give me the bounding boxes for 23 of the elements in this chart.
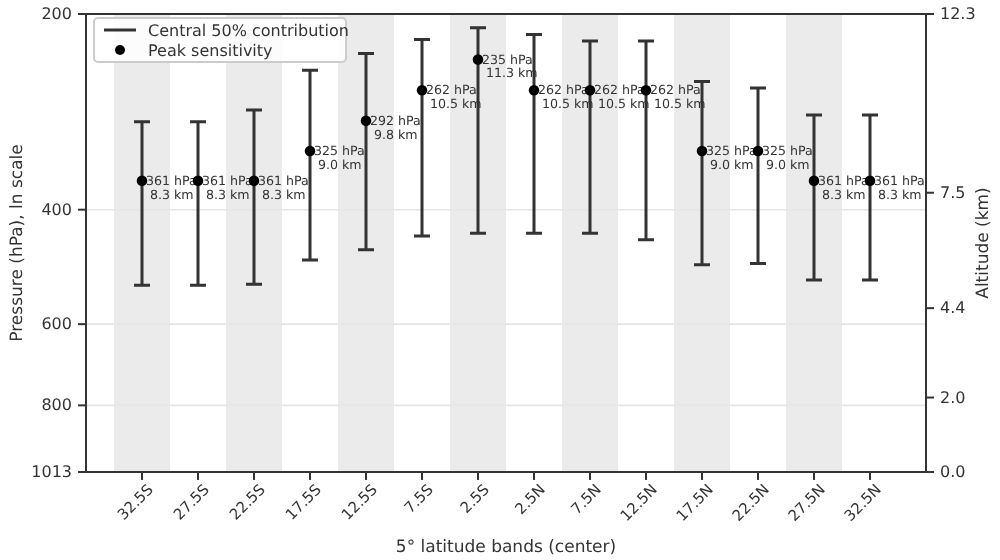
point [808,175,820,186]
y-tick-label: 200 [41,5,72,24]
y2-tick-label: 4.4 [940,299,966,318]
point [304,145,316,157]
annotation: Central 50% contribution [148,22,349,40]
point [696,145,708,157]
y2-tick-label: 2.0 [940,388,966,407]
point [360,115,372,127]
y2-tick-label: 7.5 [940,183,966,202]
y2-axis-title: Altitude (km) [974,187,994,299]
y-axis-title: Pressure (hPa), ln scale [8,144,28,342]
y2-tick-label: 12.3 [940,5,976,24]
legend-label: Peak sensitivity [148,42,274,60]
y-tick-label: 600 [41,315,72,334]
x-axis-title: 5° latitude bands (center) [395,538,617,558]
y2-tick-label: 0.0 [940,463,966,482]
y-tick-label: 400 [41,200,72,219]
point [136,175,148,186]
point [472,54,484,65]
y-tick-label: 800 [41,396,72,415]
point [416,84,428,96]
point [528,84,540,96]
y-tick-label: 1013 [31,463,72,482]
